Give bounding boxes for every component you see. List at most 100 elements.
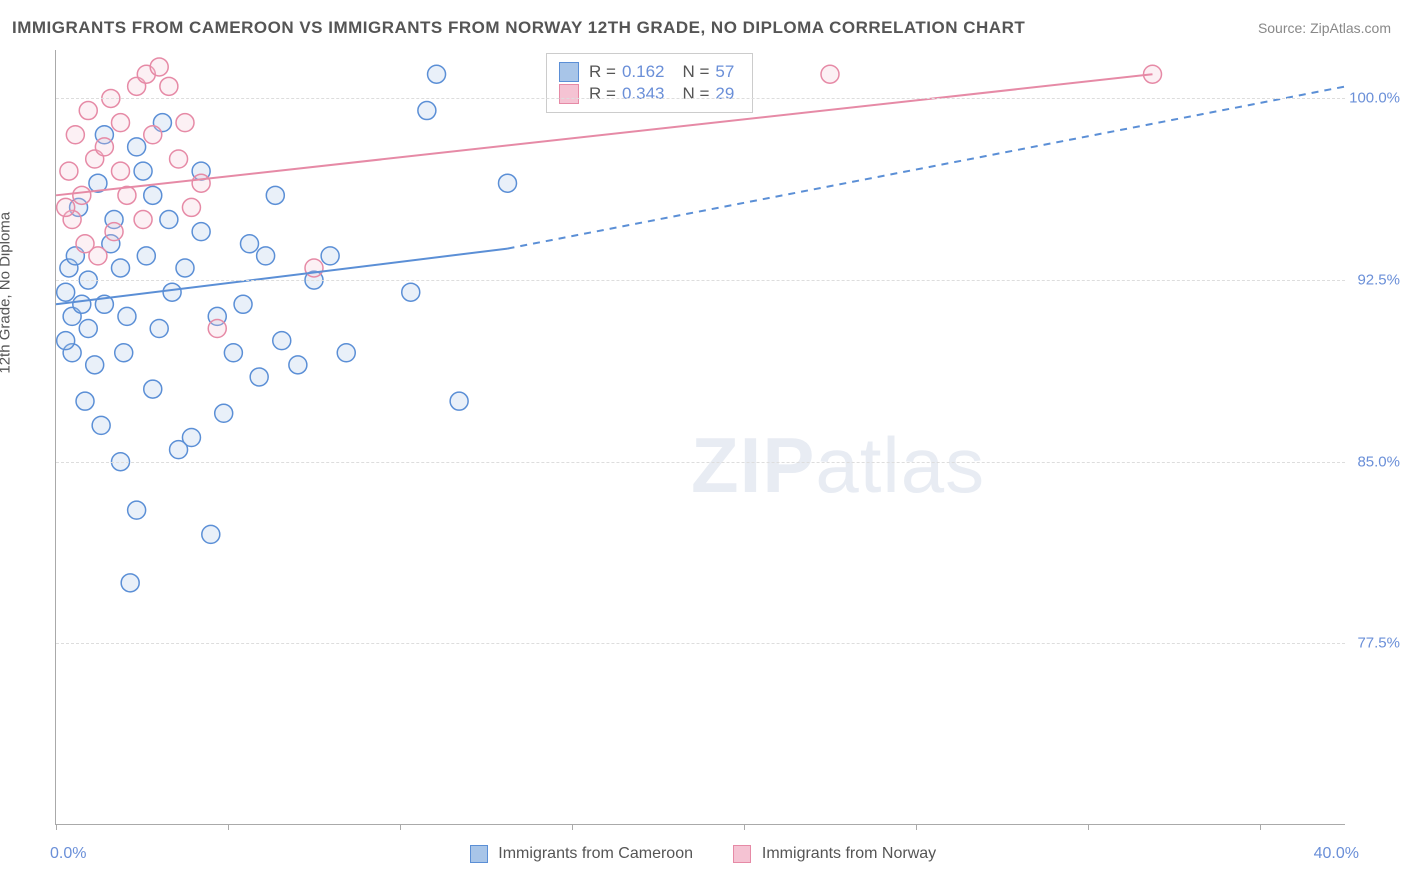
data-point xyxy=(170,441,188,459)
data-point xyxy=(499,174,517,192)
bottom-legend: Immigrants from Cameroon Immigrants from… xyxy=(0,845,1406,863)
data-point xyxy=(208,320,226,338)
data-point xyxy=(95,138,113,156)
data-point xyxy=(821,65,839,83)
data-point xyxy=(182,198,200,216)
x-tick xyxy=(400,824,401,830)
data-point xyxy=(150,320,168,338)
r-label: R = xyxy=(589,62,616,82)
x-tick xyxy=(228,824,229,830)
legend-item-norway: Immigrants from Norway xyxy=(733,845,936,862)
legend-label-1: Immigrants from Cameroon xyxy=(498,845,693,862)
data-point xyxy=(176,259,194,277)
gridline xyxy=(56,98,1345,99)
y-tick-label: 85.0% xyxy=(1357,453,1400,470)
n-label: N = xyxy=(682,62,709,82)
data-point xyxy=(418,102,436,120)
data-point xyxy=(192,174,210,192)
legend-swatch-cameroon xyxy=(470,845,488,863)
x-tick xyxy=(572,824,573,830)
data-point xyxy=(224,344,242,362)
data-point xyxy=(57,283,75,301)
data-point xyxy=(118,307,136,325)
data-point xyxy=(105,223,123,241)
scatter-svg xyxy=(56,50,1346,825)
x-tick xyxy=(916,824,917,830)
data-point xyxy=(241,235,259,253)
data-point xyxy=(73,295,91,313)
data-point xyxy=(144,380,162,398)
data-point xyxy=(289,356,307,374)
data-point xyxy=(163,283,181,301)
x-tick xyxy=(56,824,57,830)
data-point xyxy=(160,77,178,95)
r-value-2: 0.343 xyxy=(622,84,665,104)
data-point xyxy=(134,211,152,229)
x-tick xyxy=(1260,824,1261,830)
data-point xyxy=(305,259,323,277)
legend-swatch-norway xyxy=(733,845,751,863)
gridline xyxy=(56,462,1345,463)
data-point xyxy=(150,58,168,76)
data-point xyxy=(428,65,446,83)
data-point xyxy=(250,368,268,386)
source-label: Source: ZipAtlas.com xyxy=(1258,20,1391,36)
y-tick-label: 92.5% xyxy=(1357,272,1400,289)
legend-label-2: Immigrants from Norway xyxy=(762,845,936,862)
data-point xyxy=(112,162,130,180)
gridline xyxy=(56,280,1345,281)
data-point xyxy=(160,211,178,229)
y-tick-label: 77.5% xyxy=(1357,635,1400,652)
n-label: N = xyxy=(682,84,709,104)
data-point xyxy=(79,102,97,120)
data-point xyxy=(257,247,275,265)
n-value-2: 29 xyxy=(715,84,734,104)
data-point xyxy=(273,332,291,350)
data-point xyxy=(128,501,146,519)
data-point xyxy=(337,344,355,362)
data-point xyxy=(321,247,339,265)
stats-box: R = 0.162 N = 57 R = 0.343 N = 29 xyxy=(546,53,753,113)
data-point xyxy=(128,138,146,156)
data-point xyxy=(66,126,84,144)
data-point xyxy=(137,247,155,265)
chart-title: IMMIGRANTS FROM CAMEROON VS IMMIGRANTS F… xyxy=(12,18,1025,38)
data-point xyxy=(266,186,284,204)
n-value-1: 57 xyxy=(715,62,734,82)
data-point xyxy=(121,574,139,592)
data-point xyxy=(76,392,94,410)
data-point xyxy=(86,356,104,374)
data-point xyxy=(450,392,468,410)
y-axis-label: 12th Grade, No Diploma xyxy=(0,212,14,374)
plot-area: R = 0.162 N = 57 R = 0.343 N = 29 ZIPatl… xyxy=(55,50,1345,825)
r-label: R = xyxy=(589,84,616,104)
data-point xyxy=(76,235,94,253)
data-point xyxy=(112,259,130,277)
data-point xyxy=(192,223,210,241)
stats-row-2: R = 0.343 N = 29 xyxy=(559,84,740,104)
data-point xyxy=(176,114,194,132)
data-point xyxy=(57,332,75,350)
data-point xyxy=(144,186,162,204)
data-point xyxy=(134,162,152,180)
x-tick xyxy=(1088,824,1089,830)
data-point xyxy=(170,150,188,168)
data-point xyxy=(215,404,233,422)
stats-swatch-cameroon xyxy=(559,62,579,82)
stats-swatch-norway xyxy=(559,84,579,104)
data-point xyxy=(202,525,220,543)
stats-row-1: R = 0.162 N = 57 xyxy=(559,62,740,82)
data-point xyxy=(79,320,97,338)
legend-item-cameroon: Immigrants from Cameroon xyxy=(470,845,698,862)
data-point xyxy=(234,295,252,313)
data-point xyxy=(57,198,75,216)
data-point xyxy=(115,344,133,362)
r-value-1: 0.162 xyxy=(622,62,665,82)
data-point xyxy=(60,162,78,180)
data-point xyxy=(112,114,130,132)
y-tick-label: 100.0% xyxy=(1349,90,1400,107)
data-point xyxy=(402,283,420,301)
gridline xyxy=(56,643,1345,644)
data-point xyxy=(92,416,110,434)
data-point xyxy=(144,126,162,144)
